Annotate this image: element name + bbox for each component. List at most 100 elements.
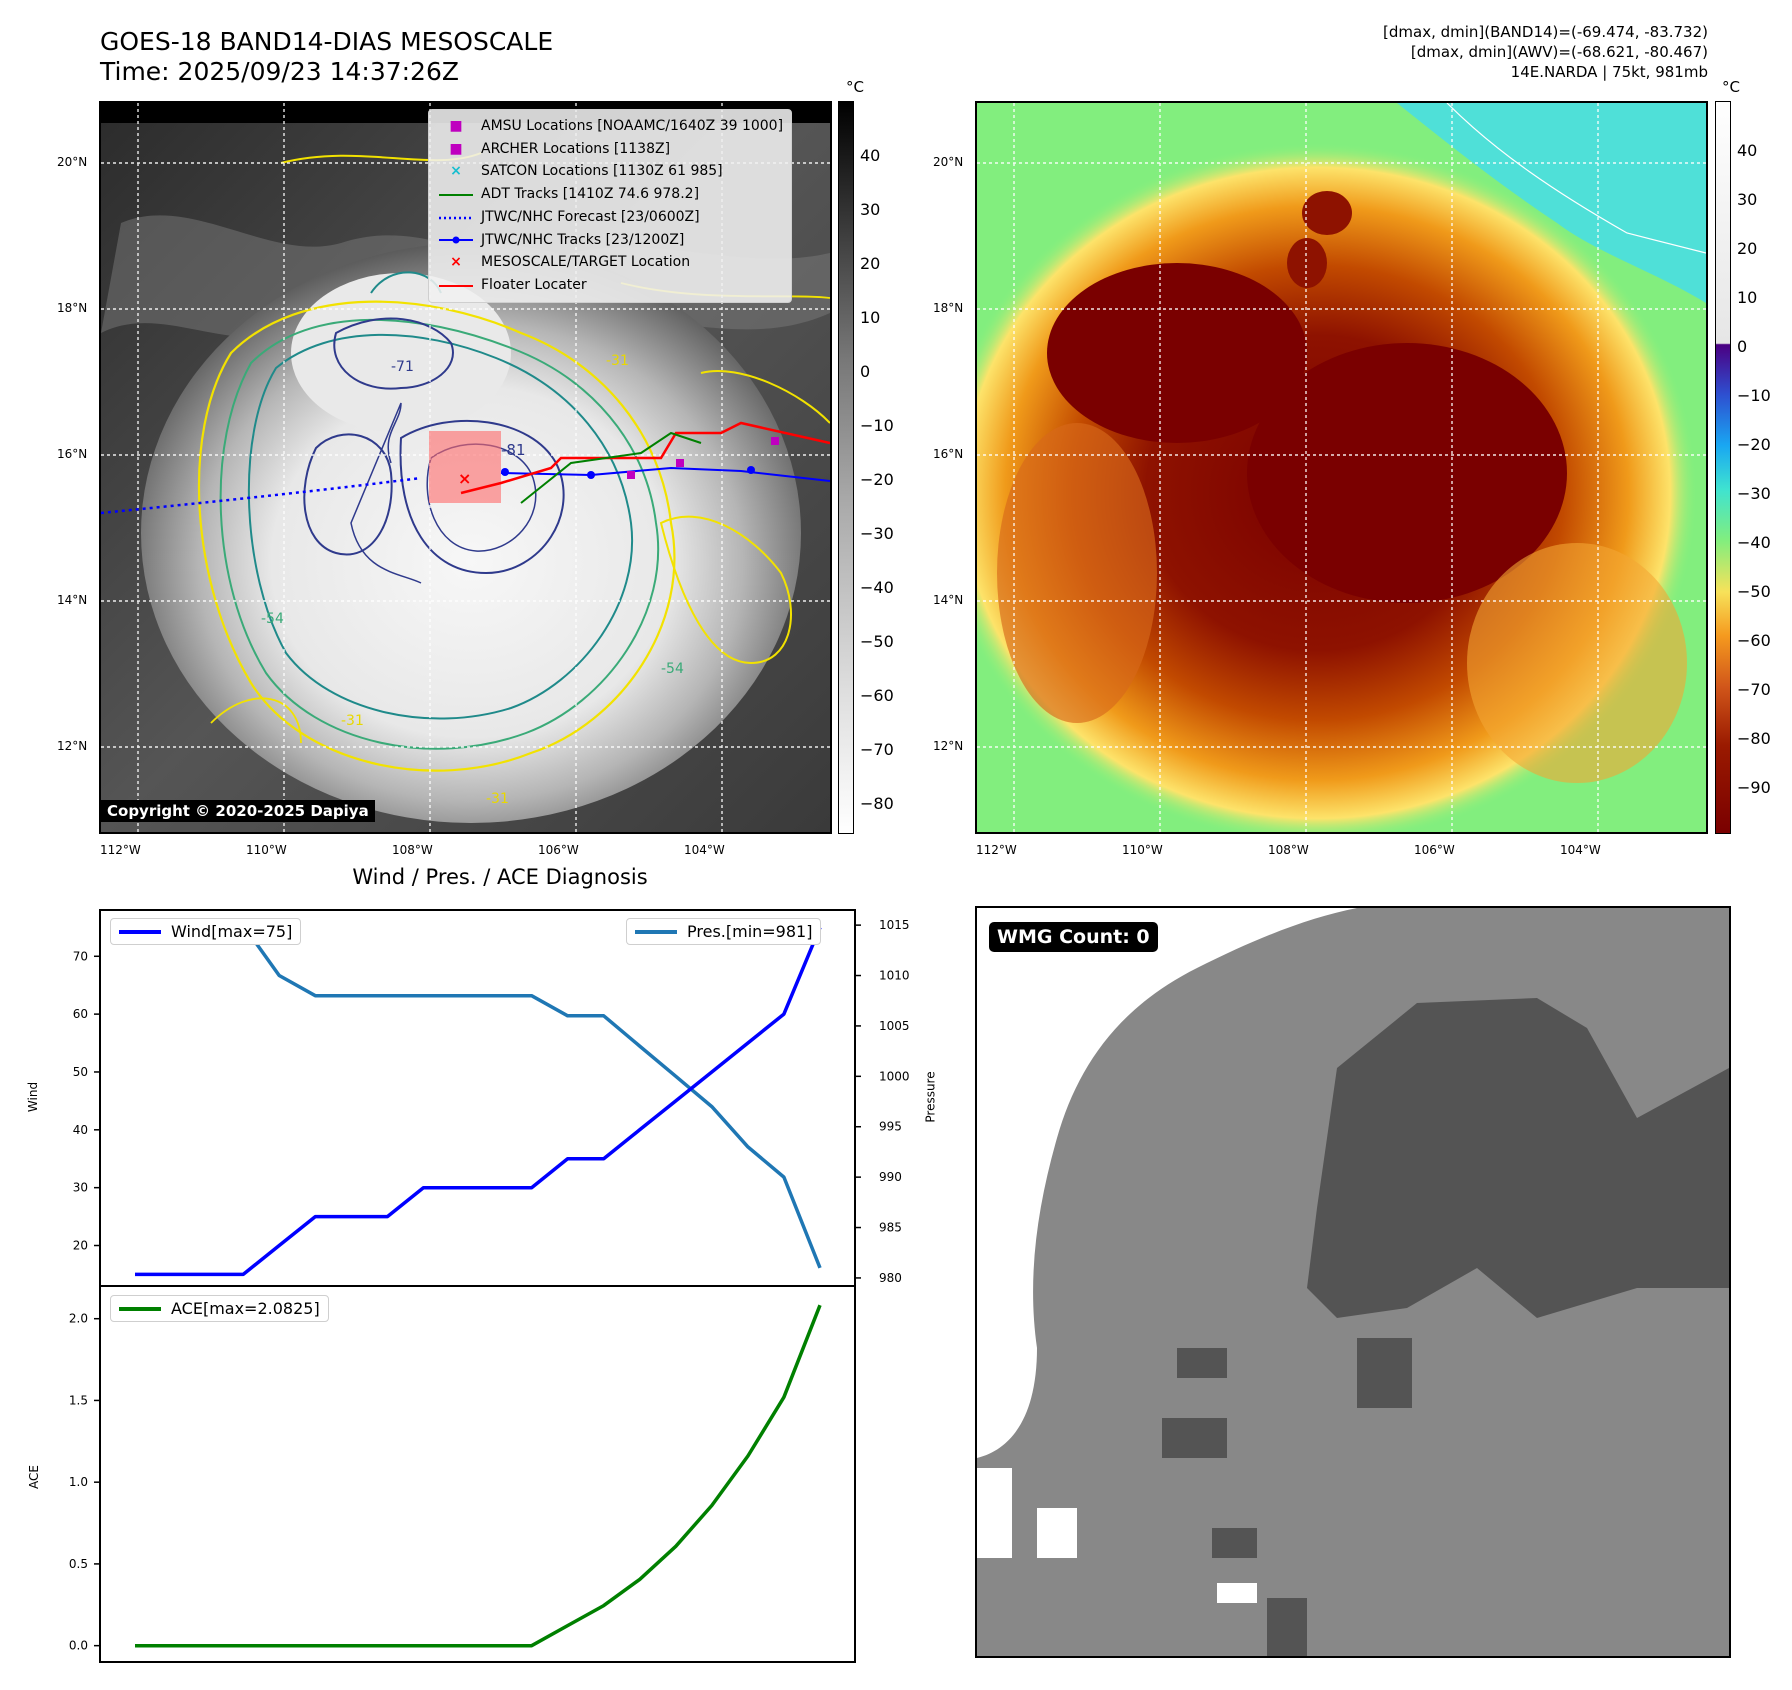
lat-label: 20°N: [57, 155, 88, 169]
colorbar-tick: −80: [1737, 729, 1771, 748]
lon-label: 108°W: [392, 843, 433, 857]
contour-label: -54: [661, 661, 684, 677]
lat-label: 20°N: [933, 155, 964, 169]
pressure-tick-label: 1015: [879, 918, 910, 932]
contour-label: -54: [261, 611, 284, 627]
awv-colorbar: [1715, 101, 1731, 834]
colorbar-tick: −70: [860, 740, 894, 759]
ace-axis-label: ACE: [26, 1465, 41, 1489]
colorbar-tick: −50: [860, 632, 894, 651]
wmg-panel: WMG Count: 0: [975, 906, 1731, 1658]
colorbar-tick: −90: [1737, 778, 1771, 797]
lon-label: 108°W: [1268, 843, 1309, 857]
legend-item-forecast: JTWC/NHC Forecast [23/0600Z]: [437, 206, 783, 229]
lon-label: 106°W: [1414, 843, 1455, 857]
colorbar-tick: 30: [1737, 190, 1758, 209]
page-title: GOES-18 BAND14-DIAS MESOSCALE: [100, 27, 554, 56]
pressure-tick-label: 980: [879, 1271, 902, 1285]
svg-text:×: ×: [458, 469, 471, 488]
pressure-tick-label: 1000: [879, 1069, 910, 1083]
wind-tick-label: 30: [73, 1181, 88, 1195]
ace-tick-label: 0.5: [69, 1557, 88, 1571]
wind-line-swatch: [119, 929, 161, 934]
colorbar-tick: −20: [1737, 435, 1771, 454]
colorbar-tick: −30: [1737, 484, 1771, 503]
legend-item-amsu: ■ AMSU Locations [NOAAMC/1640Z 39 1000]: [437, 115, 783, 138]
lat-label: 12°N: [57, 739, 88, 753]
ace-tick-label: 1.5: [69, 1393, 88, 1407]
lon-label: 106°W: [538, 843, 579, 857]
wind-tick-label: 20: [73, 1239, 88, 1253]
contour-label: -31: [606, 353, 629, 369]
lat-label: 14°N: [57, 593, 88, 607]
info-storm: 14E.NARDA | 75kt, 981mb: [1510, 63, 1708, 81]
colorbar-tick: −80: [860, 794, 894, 813]
ir-colorbar-unit: °C: [846, 78, 864, 96]
wmg-image: [977, 908, 1729, 1656]
awv-map-panel: [975, 101, 1708, 834]
ir-map-panel: × -31 -54 -81 -71 -31 -31 -54 ■ AMSU Loca…: [99, 101, 832, 834]
wind-tick-label: 60: [73, 1007, 88, 1021]
lon-label: 112°W: [100, 843, 141, 857]
legend-item-adt: ADT Tracks [1410Z 74.6 978.2]: [437, 183, 783, 206]
awv-colorbar-unit: °C: [1722, 78, 1740, 96]
pressure-tick-label: 995: [879, 1120, 902, 1134]
pressure-line: [135, 923, 822, 1269]
colorbar-tick: 10: [1737, 288, 1758, 307]
info-awv-range: [dmax, dmin](AWV)=(-68.621, -80.467): [1410, 43, 1708, 61]
ace-tick-label: 2.0: [69, 1312, 88, 1326]
blue-line-dot-icon: [437, 229, 475, 252]
awv-map-image: [977, 103, 1706, 832]
legend-item-archer: ■ ARCHER Locations [1138Z]: [437, 138, 783, 161]
ir-colorbar: [838, 101, 854, 834]
wind-pressure-plot-frame: [99, 909, 856, 1287]
wind-tick-label: 50: [73, 1065, 88, 1079]
wind-tick-label: 70: [73, 949, 88, 963]
lon-label: 112°W: [976, 843, 1017, 857]
wmg-count-badge: WMG Count: 0: [989, 922, 1158, 952]
contour-label: -31: [486, 791, 509, 807]
legend-item-tracks: JTWC/NHC Tracks [23/1200Z]: [437, 229, 783, 252]
colorbar-tick: −10: [860, 416, 894, 435]
ace-tick-label: 1.0: [69, 1475, 88, 1489]
colorbar-tick: −70: [1737, 680, 1771, 699]
lat-label: 16°N: [57, 447, 88, 461]
ace-legend: ACE[max=2.0825]: [110, 1295, 329, 1322]
lon-label: 110°W: [1122, 843, 1163, 857]
colorbar-tick: 20: [1737, 239, 1758, 258]
colorbar-tick: 40: [860, 146, 881, 165]
copyright-label: Copyright © 2020-2025 Dapiya: [101, 800, 375, 822]
lon-label: 104°W: [684, 843, 725, 857]
pressure-tick-label: 1010: [879, 969, 910, 983]
diagnosis-title: Wind / Pres. / ACE Diagnosis: [352, 865, 648, 889]
wind-legend: Wind[max=75]: [110, 918, 302, 945]
colorbar-tick: 0: [860, 362, 871, 381]
wind-axis-label: Wind: [26, 1081, 41, 1113]
purple-square-icon: ■: [449, 118, 463, 134]
contour-label: -71: [391, 359, 414, 375]
legend-item-satcon: × SATCON Locations [1130Z 61 985]: [437, 160, 783, 183]
wind-legend-label: Wind[max=75]: [171, 922, 293, 941]
lon-label: 110°W: [246, 843, 287, 857]
pressure-legend: Pres.[min=981]: [626, 918, 822, 945]
colorbar-tick: −60: [1737, 631, 1771, 650]
colorbar-tick: −30: [860, 524, 894, 543]
red-x-icon: ×: [450, 254, 462, 271]
green-line-icon: [437, 183, 475, 206]
purple-square-icon: ■: [449, 140, 463, 157]
pressure-tick-label: 985: [879, 1221, 902, 1235]
pressure-line-swatch: [635, 929, 677, 934]
lon-label: 104°W: [1560, 843, 1601, 857]
cyan-x-icon: ×: [450, 163, 462, 180]
ace-tick-label: 0.0: [69, 1639, 88, 1653]
colorbar-tick: −10: [1737, 386, 1771, 405]
wind-tick-label: 40: [73, 1123, 88, 1137]
blue-dotted-line-icon: [437, 206, 475, 229]
pressure-axis-label: Pressure: [923, 1071, 938, 1123]
colorbar-tick: −50: [1737, 582, 1771, 601]
lat-label: 14°N: [933, 593, 964, 607]
red-line-icon: [437, 274, 475, 297]
ace-plot-frame: [99, 1285, 856, 1663]
lat-label: 16°N: [933, 447, 964, 461]
colorbar-tick: −60: [860, 686, 894, 705]
